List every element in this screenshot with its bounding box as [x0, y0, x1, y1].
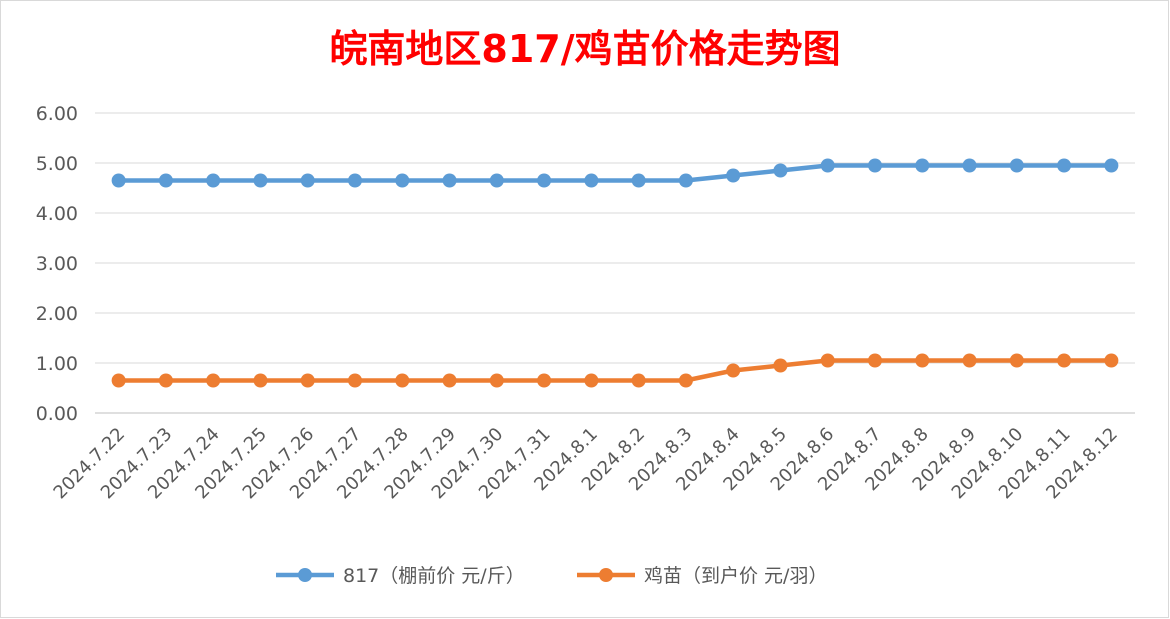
y-tick-label: 0.00	[36, 403, 78, 425]
data-point	[1009, 353, 1024, 368]
data-point	[300, 173, 315, 188]
data-point	[915, 158, 930, 173]
y-axis-ticks: 0.00 1.00 2.00 3.00 4.00 5.00 6.00	[36, 103, 78, 425]
data-point	[1104, 158, 1119, 173]
data-point	[1057, 353, 1072, 368]
legend-marker	[599, 568, 613, 582]
data-point	[253, 173, 268, 188]
data-point	[395, 373, 410, 388]
data-point	[584, 373, 599, 388]
data-point	[1104, 353, 1119, 368]
data-point	[773, 358, 788, 373]
y-tick-label: 3.00	[36, 253, 78, 275]
data-point	[253, 373, 268, 388]
series-lines	[111, 158, 1119, 388]
data-point	[442, 373, 457, 388]
legend-label: 鸡苗（到户价 元/羽）	[644, 565, 827, 587]
y-tick-label: 6.00	[36, 103, 78, 125]
data-point	[868, 158, 882, 173]
data-point	[1009, 158, 1024, 173]
series-2	[111, 353, 1119, 388]
legend: 817（棚前价 元/斤） 鸡苗（到户价 元/羽）	[276, 565, 827, 587]
y-tick-label: 1.00	[36, 353, 78, 375]
data-point	[158, 373, 173, 388]
legend-item: 鸡苗（到户价 元/羽）	[577, 565, 827, 587]
data-point	[726, 168, 741, 183]
data-point	[1057, 158, 1072, 173]
data-point	[111, 173, 126, 188]
data-point	[348, 173, 362, 188]
data-point	[300, 373, 315, 388]
data-point	[206, 173, 221, 188]
data-point	[111, 373, 126, 388]
data-point	[489, 173, 504, 188]
data-point	[442, 173, 457, 188]
gridlines	[95, 112, 1135, 414]
data-point	[678, 173, 693, 188]
legend-label: 817（棚前价 元/斤）	[343, 565, 525, 587]
data-point	[158, 173, 173, 188]
data-point	[206, 373, 221, 388]
legend-item: 817（棚前价 元/斤）	[276, 565, 525, 587]
data-point	[537, 373, 552, 388]
series-1	[111, 158, 1119, 188]
chart-title: 皖南地区817/鸡苗价格走势图	[329, 27, 840, 71]
data-point	[678, 373, 693, 388]
data-point	[868, 353, 882, 368]
data-point	[773, 163, 788, 178]
data-point	[915, 353, 930, 368]
data-point	[962, 353, 977, 368]
data-point	[489, 373, 504, 388]
data-point	[584, 173, 599, 188]
data-point	[631, 373, 646, 388]
y-tick-label: 4.00	[36, 203, 78, 225]
series-line	[116, 358, 1114, 383]
data-point	[820, 158, 835, 173]
data-point	[631, 173, 646, 188]
data-point	[726, 363, 741, 378]
data-point	[537, 173, 552, 188]
y-tick-label: 2.00	[36, 303, 78, 325]
data-point	[348, 373, 362, 388]
y-tick-label: 5.00	[36, 153, 78, 175]
data-point	[962, 158, 977, 173]
legend-marker	[298, 568, 312, 582]
data-point	[395, 173, 410, 188]
data-point	[820, 353, 835, 368]
series-line	[116, 163, 1114, 183]
